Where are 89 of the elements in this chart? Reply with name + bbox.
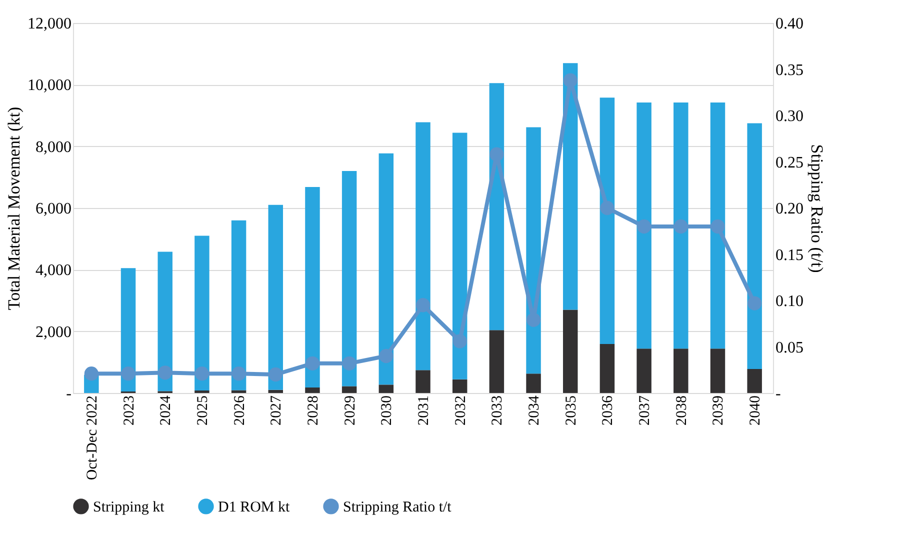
bar: [452, 379, 468, 393]
x-tick-label: 2023: [121, 396, 138, 426]
x-tick-label: 2038: [674, 396, 690, 426]
point: [490, 147, 504, 162]
y2-tick-label: -: [776, 386, 781, 402]
y-tick-label: 6,000: [36, 200, 72, 218]
bar: [747, 368, 762, 393]
bar: [636, 102, 652, 349]
x-tick-label: 2035: [563, 396, 580, 426]
bar: [378, 384, 394, 393]
bar: [452, 132, 468, 380]
bar: [710, 102, 726, 349]
x-tick-label: 2028: [305, 396, 322, 426]
bar: [194, 236, 210, 391]
point: [232, 366, 246, 381]
x-tick-label: 2039: [710, 396, 727, 426]
y2-tick-label: 0.20: [776, 200, 804, 218]
bar: [158, 252, 172, 392]
legend-label: Stripping Ratio t/t: [343, 499, 452, 516]
point: [600, 200, 614, 216]
y-tick-label: 10,000: [28, 77, 72, 94]
y2-axis-title: Stipping Ratio (t/t): [808, 144, 826, 273]
bar: [636, 348, 652, 393]
x-tick-label: 2037: [637, 395, 654, 426]
y2-tick-label: 0.30: [776, 108, 804, 125]
bar: [268, 390, 283, 393]
y2-tick-label: 0.40: [776, 16, 804, 32]
x-tick-label: 2030: [379, 396, 396, 426]
bar: [600, 344, 615, 393]
bar: [268, 204, 283, 390]
x-tick-label: 2031: [416, 396, 432, 426]
y2-tick-label: 0.25: [776, 154, 804, 172]
x-tick-label: Oct-Dec 2022: [84, 396, 100, 480]
legend-label: Stripping kt: [93, 499, 166, 516]
point: [452, 334, 467, 348]
point: [194, 366, 210, 381]
x-tick-label: 2024: [158, 395, 174, 426]
y-tick-label: 12,000: [28, 16, 72, 32]
x-tick-label: 2027: [268, 395, 285, 426]
bar: [342, 171, 357, 386]
point: [710, 219, 725, 234]
x-tick-label: 2025: [194, 396, 211, 426]
x-tick-label: 2026: [232, 395, 248, 426]
point: [268, 367, 283, 382]
y-tick-label: 2,000: [36, 324, 72, 341]
x-tick-label: 2040: [748, 396, 764, 426]
x-tick-label: 2036: [600, 395, 616, 426]
bar: [489, 330, 504, 393]
y-tick-label: -: [66, 386, 72, 402]
x-tick-label: 2032: [452, 396, 469, 426]
y2-tick-label: 0.10: [776, 293, 804, 310]
legend-label: D1 ROM kt: [218, 499, 291, 516]
y-axis-title: Total Material Movement (kt): [4, 106, 24, 310]
point: [121, 366, 136, 381]
y2-tick-label: 0.15: [776, 246, 804, 264]
bar: [416, 370, 430, 393]
bar: [674, 348, 688, 393]
bar: [416, 122, 430, 370]
x-tick-label: 2033: [490, 396, 506, 426]
point: [563, 73, 578, 88]
point: [636, 219, 652, 234]
point: [674, 219, 688, 234]
bar: [600, 98, 615, 344]
point: [84, 366, 98, 381]
bar: [231, 220, 246, 390]
bar: [305, 187, 320, 388]
point: [379, 348, 394, 364]
bar: [305, 387, 320, 393]
bar: [120, 268, 136, 392]
bar: [378, 153, 394, 385]
point: [158, 366, 172, 380]
point: [342, 356, 356, 370]
bar: [747, 123, 762, 369]
point: [416, 298, 430, 312]
bar: [710, 348, 726, 393]
point: [526, 312, 541, 327]
y-tick-label: 4,000: [36, 262, 72, 280]
bar: [563, 310, 578, 393]
bar: [674, 102, 688, 349]
point: [305, 356, 320, 370]
bar: [342, 386, 357, 393]
y2-tick-label: 0.35: [776, 62, 804, 79]
x-tick-label: 2029: [342, 396, 358, 426]
y-tick-label: 8,000: [36, 138, 72, 156]
bar: [231, 390, 246, 393]
y2-tick-label: 0.05: [776, 339, 804, 356]
x-tick-label: 2034: [526, 395, 543, 426]
bar: [526, 374, 541, 393]
point: [748, 296, 762, 310]
